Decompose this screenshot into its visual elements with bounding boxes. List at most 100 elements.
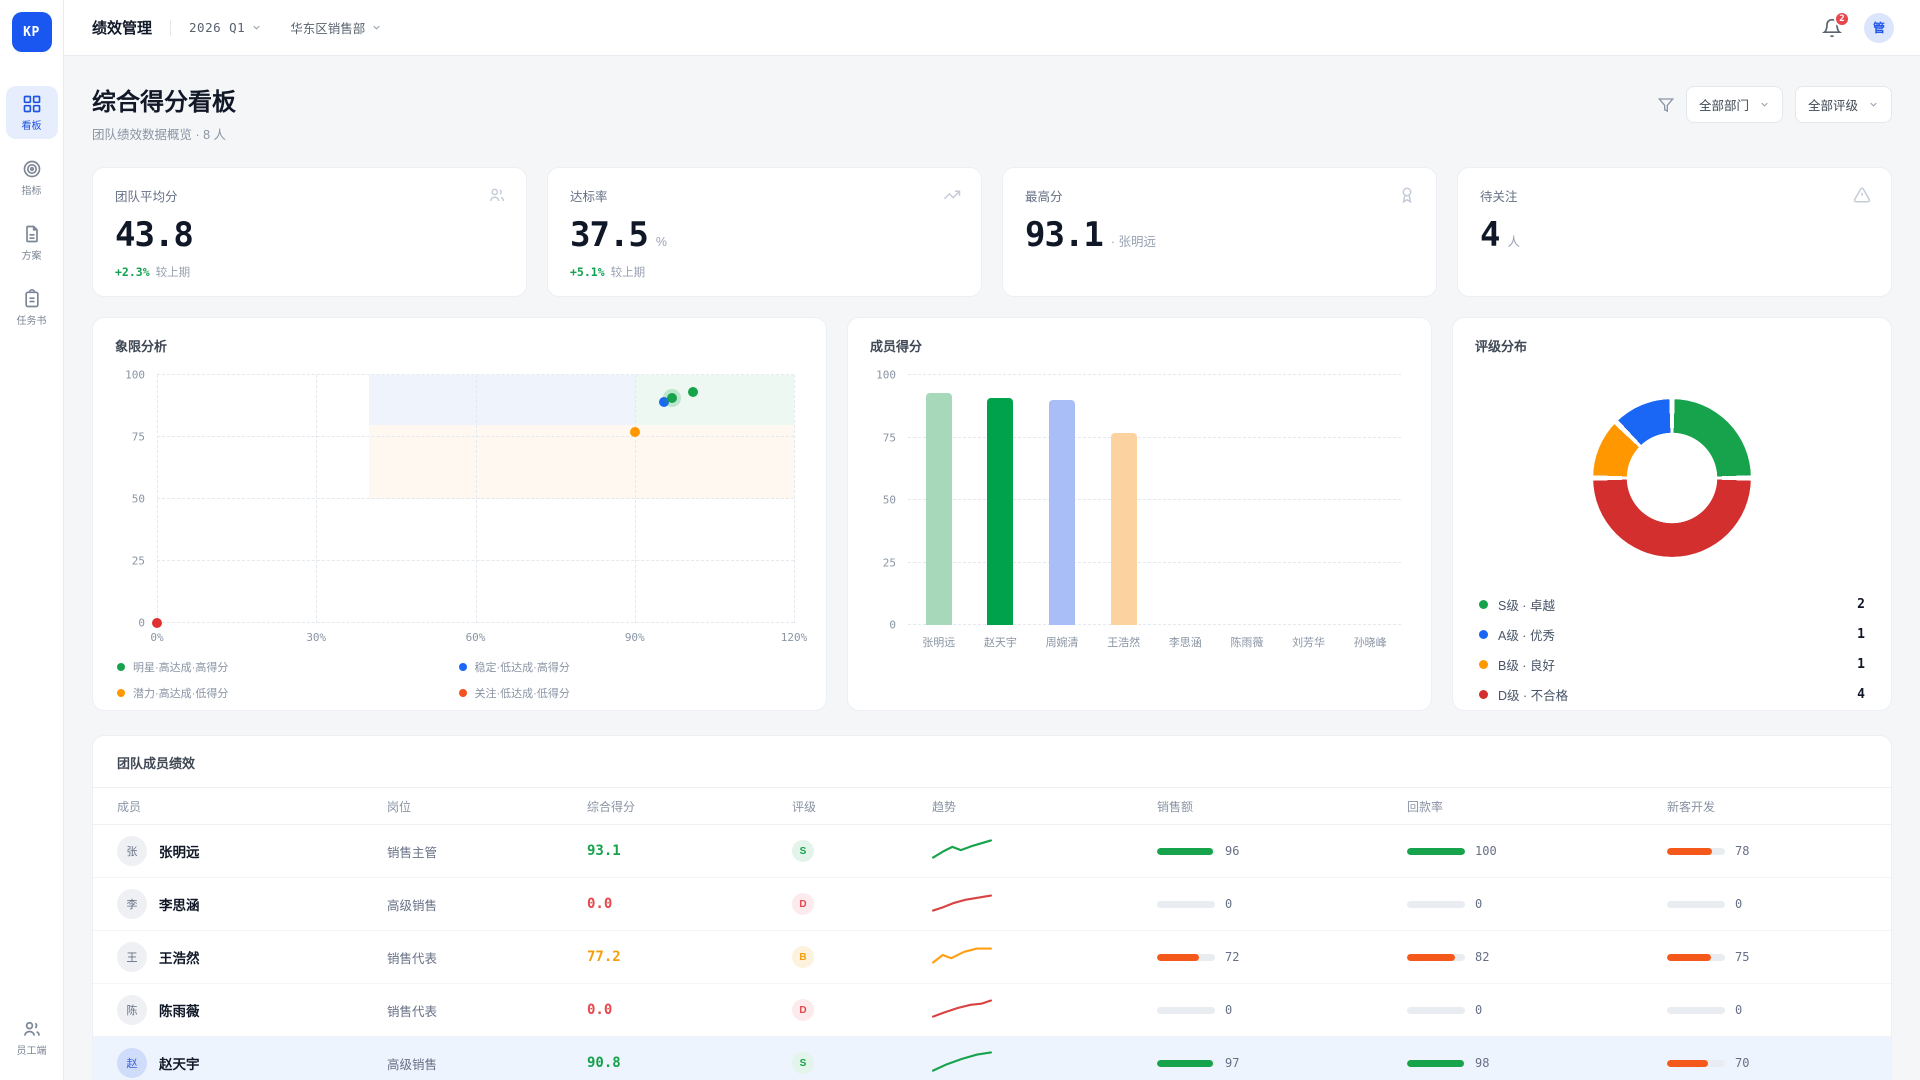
- bar-category-label: 周婉清: [1045, 637, 1079, 649]
- kpi-label: 团队平均分: [115, 190, 178, 204]
- bar: [925, 392, 952, 625]
- x-axis-tick: 60%: [465, 631, 486, 644]
- metric-value: 78: [1735, 844, 1750, 858]
- users-icon: [489, 188, 505, 202]
- kpi-label: 达标率: [570, 190, 608, 204]
- metric-value: 0: [1475, 1003, 1483, 1017]
- bar-category-label: 张明远: [922, 637, 956, 649]
- collection-metric: 0: [1407, 897, 1667, 911]
- bar: [1049, 400, 1076, 625]
- progress-fill: [1407, 953, 1455, 961]
- trending-up-icon: [943, 190, 961, 200]
- avatar: 李: [117, 889, 147, 919]
- page-subtitle: 团队绩效数据概览 · 8 人: [92, 128, 227, 142]
- progress-track: [1157, 1006, 1215, 1014]
- progress-fill: [1667, 1059, 1708, 1067]
- department-filter-select[interactable]: 全部部门: [1685, 86, 1783, 123]
- table-row[interactable]: 李 李思涵 高级销售 0.0 D 0 0 0: [93, 878, 1891, 931]
- bar-category-label: 王浩然: [1107, 637, 1141, 649]
- legend-item: 明星·高达成·高得分: [117, 659, 459, 675]
- rating-legend: S级 · 卓越 2 A级 · 优秀 1 B级 · 良好 1 D级 · 不合格 4: [1479, 595, 1865, 704]
- sidebar-item-label: 员工端: [16, 1046, 47, 1057]
- member-position: 销售主管: [387, 845, 438, 860]
- trend-sparkline: [932, 889, 1157, 920]
- progress-track: [1667, 1059, 1725, 1067]
- bar-category-label: 孙晓峰: [1353, 637, 1387, 649]
- kpi-cards: 团队平均分 43.8 +2.3% 较上期 达标率 37.5% +5.1% 较上期 最…: [92, 167, 1892, 297]
- member-score: 0.0: [587, 896, 613, 912]
- target-icon: [23, 160, 40, 178]
- user-avatar[interactable]: 管: [1864, 12, 1894, 43]
- quadrant-analysis-card: 象限分析 0 25 50 75 100 0% 30% 60% 90% 120% 明星·高达成·高得…: [92, 317, 827, 711]
- sales-metric: 72: [1157, 950, 1407, 964]
- rating-legend-row: B级 · 良好 1: [1479, 655, 1865, 674]
- metric-value: 100: [1475, 844, 1497, 858]
- kpi-label: 最高分: [1025, 190, 1063, 204]
- progress-track: [1407, 847, 1465, 855]
- scatter-point: [629, 427, 640, 438]
- department-selector[interactable]: 华东区销售部: [290, 18, 382, 37]
- kpi-delta-note: 较上期: [610, 267, 646, 279]
- table-row[interactable]: 赵 赵天宇 高级销售 90.8 S 97 98 70: [93, 1037, 1891, 1080]
- rating-filter-select[interactable]: 全部评级: [1794, 86, 1892, 123]
- grade-badge: S: [792, 1052, 814, 1074]
- metric-value: 0: [1735, 897, 1743, 911]
- progress-fill: [1407, 1059, 1464, 1067]
- sidebar-item-plans[interactable]: 方案: [6, 216, 58, 269]
- filter-icon[interactable]: [1657, 97, 1674, 113]
- rating-filter-label: 全部评级: [1807, 99, 1858, 113]
- member-score: 90.8: [587, 1055, 621, 1071]
- y-axis-tick: 100: [125, 368, 145, 382]
- sidebar-item-metrics[interactable]: 指标: [6, 151, 58, 204]
- metric-value: 75: [1735, 950, 1750, 964]
- metric-value: 96: [1225, 844, 1240, 858]
- rating-donut-chart: [1593, 399, 1751, 557]
- rating-distribution-card: 评级分布 S级 · 卓越 2 A级 · 优秀 1 B级 · 良好 1 D级 · 不合格 4: [1452, 317, 1892, 711]
- kpi-value: 93.1: [1025, 215, 1104, 255]
- grid-icon: [23, 95, 40, 113]
- app-logo: KP: [11, 12, 52, 52]
- y-axis-tick: 25: [882, 556, 896, 569]
- main-content: 综合得分看板 团队绩效数据概览 · 8 人 全部部门 全部评级: [64, 56, 1920, 1080]
- sidebar-item-label: 指标: [21, 186, 42, 197]
- member-name: 张明远: [159, 845, 200, 860]
- table-row[interactable]: 张 张明远 销售主管 93.1 S 96 100 78: [93, 825, 1891, 878]
- table-row[interactable]: 王 王浩然 销售代表 77.2 B 72 82 75: [93, 931, 1891, 984]
- metric-value: 70: [1735, 1056, 1750, 1070]
- grade-badge: D: [792, 893, 814, 915]
- table-row[interactable]: 陈 陈雨薇 销售代表 0.0 D 0 0 0: [93, 984, 1891, 1037]
- member-name: 赵天宇: [159, 1057, 200, 1072]
- progress-track: [1407, 1006, 1465, 1014]
- scatter-point: [688, 387, 699, 398]
- y-axis-tick: 0: [889, 618, 896, 632]
- chart-title: 成员得分: [870, 339, 923, 354]
- chart-title: 评级分布: [1475, 339, 1528, 354]
- member-score: 0.0: [587, 1002, 613, 1018]
- bar: [987, 397, 1014, 625]
- avatar: 王: [117, 942, 147, 972]
- progress-track: [1667, 847, 1725, 855]
- bar-category-label: 陈雨薇: [1230, 637, 1264, 649]
- grade-badge: B: [792, 946, 814, 968]
- trend-sparkline: [932, 1048, 1157, 1079]
- period-selector[interactable]: 2026 Q1: [189, 20, 262, 35]
- chart-title: 象限分析: [115, 339, 168, 354]
- progress-fill: [1667, 847, 1713, 855]
- member-scores-bar-chart: 0 25 50 75 100: [876, 369, 1401, 632]
- sidebar-item-dashboard[interactable]: 看板: [5, 86, 58, 139]
- metric-value: 97: [1225, 1056, 1240, 1070]
- member-score: 93.1: [587, 843, 621, 859]
- chevron-down-icon: [1761, 102, 1768, 107]
- period-label: 2026 Q1: [189, 20, 246, 35]
- sales-metric: 96: [1157, 844, 1407, 858]
- kpi-card-top-score: 最高分 93.1 · 张明远: [1002, 167, 1437, 297]
- page-title: 综合得分看板: [92, 89, 236, 116]
- y-axis-tick: 25: [131, 554, 145, 568]
- sidebar-item-employee-portal[interactable]: 员工端: [6, 1011, 58, 1064]
- y-axis-tick: 75: [131, 430, 145, 444]
- new-customers-metric: 78: [1667, 844, 1867, 858]
- notifications-button[interactable]: 2: [1821, 10, 1850, 38]
- sidebar-item-tasks[interactable]: 任务书: [6, 281, 58, 334]
- progress-track: [1157, 900, 1215, 908]
- scatter-point: [666, 392, 677, 403]
